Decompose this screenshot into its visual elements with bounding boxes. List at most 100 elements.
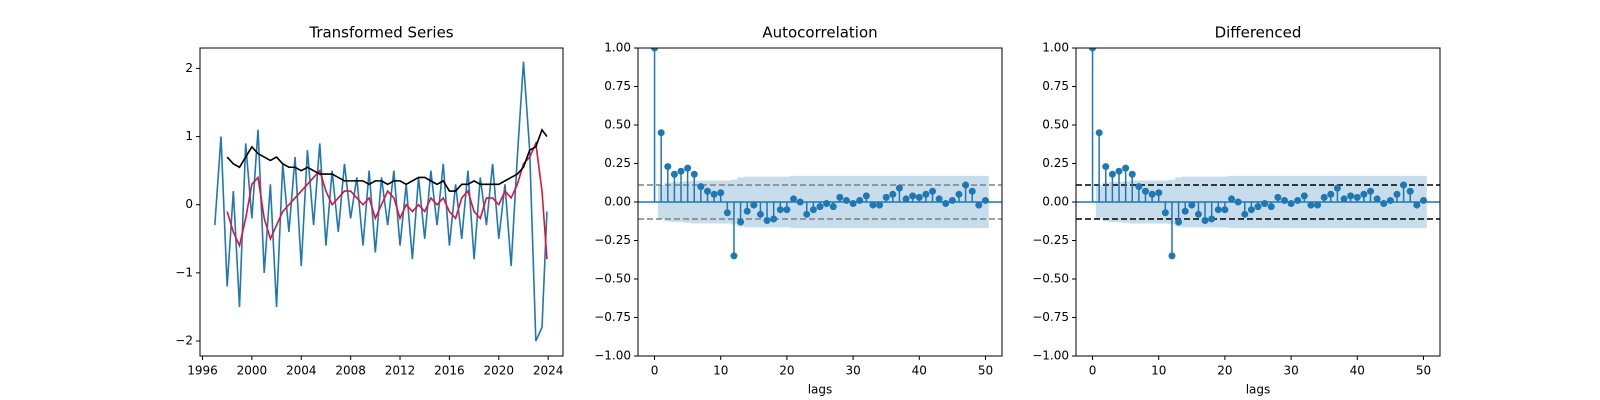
- stem-marker: [909, 192, 917, 200]
- x-tick-label: 50: [978, 364, 993, 378]
- y-tick-label: 0.75: [1042, 79, 1069, 93]
- y-tick-label: −2: [175, 334, 193, 348]
- x-tick-label: 30: [845, 364, 860, 378]
- stem-marker: [829, 203, 837, 211]
- y-tick-label: 0.25: [1042, 156, 1069, 170]
- stem-marker: [717, 189, 725, 197]
- y-tick-label: −0.25: [1032, 233, 1069, 247]
- stem-marker: [1419, 196, 1427, 204]
- stem-marker: [1254, 203, 1262, 211]
- y-tick-label: 2: [185, 61, 193, 75]
- axes-frame: [199, 47, 564, 357]
- stem-marker: [1340, 195, 1348, 203]
- stem-marker: [823, 200, 831, 208]
- stem-marker: [1320, 193, 1328, 201]
- stem-marker: [876, 201, 884, 209]
- plot-area: [638, 48, 1002, 260]
- stem-marker: [776, 206, 784, 214]
- stem-marker: [1280, 196, 1288, 204]
- stem-marker: [1122, 164, 1130, 172]
- stem-marker: [1115, 167, 1123, 175]
- stem-marker: [981, 196, 989, 204]
- x-tick-label: 0: [1089, 364, 1097, 378]
- stem-marker: [968, 187, 976, 195]
- stem-marker: [849, 200, 857, 208]
- stem-marker: [730, 252, 738, 260]
- stem-marker: [935, 195, 943, 203]
- x-tick-label: 2024: [533, 364, 564, 378]
- stem-marker: [1347, 192, 1355, 200]
- x-tick-label: 2004: [286, 364, 317, 378]
- stem-marker: [1314, 201, 1322, 209]
- stem-marker: [1333, 184, 1341, 192]
- stem-marker: [1373, 195, 1381, 203]
- stem-marker: [750, 201, 758, 209]
- stem-marker: [684, 164, 692, 172]
- stem-marker: [697, 183, 705, 191]
- chart-title: Transformed Series: [308, 24, 453, 42]
- x-tick-label: 20: [1217, 364, 1232, 378]
- y-tick-label: 1.00: [604, 41, 631, 55]
- x-tick-label: 10: [713, 364, 728, 378]
- stem-marker: [1141, 187, 1149, 195]
- stem-marker: [1393, 190, 1401, 198]
- stem-marker: [1201, 216, 1209, 224]
- y-tick-label: 0.25: [604, 156, 631, 170]
- stem-marker: [842, 196, 850, 204]
- stem-marker: [1241, 210, 1249, 218]
- stem-marker: [889, 190, 897, 198]
- series-line: [214, 61, 548, 342]
- y-tick-label: −0.25: [594, 233, 631, 247]
- stem-marker: [975, 201, 983, 209]
- stem-marker: [790, 195, 798, 203]
- x-tick-label: 2012: [385, 364, 416, 378]
- stem-marker: [1307, 201, 1315, 209]
- stem-marker: [763, 216, 771, 224]
- stem-marker: [1413, 201, 1421, 209]
- stem-marker: [1089, 48, 1097, 52]
- stem-marker: [1287, 200, 1295, 208]
- stem-marker: [737, 218, 745, 226]
- stem-marker: [1155, 189, 1163, 197]
- stem-marker: [1128, 170, 1136, 178]
- stem-marker: [1367, 187, 1375, 195]
- stem-marker: [1353, 193, 1361, 201]
- y-tick-label: −1.00: [594, 349, 631, 363]
- chart-title: Differenced: [1215, 24, 1302, 42]
- stem-marker: [783, 206, 791, 214]
- y-tick-label: 0.50: [1042, 118, 1069, 132]
- x-tick-label: 2000: [237, 364, 268, 378]
- stem-marker: [723, 209, 731, 217]
- stem-marker: [1400, 181, 1408, 189]
- y-tick-label: −0.50: [1032, 272, 1069, 286]
- stem-marker: [915, 193, 923, 201]
- stem-marker: [1181, 207, 1189, 215]
- x-axis-label: lags: [808, 383, 833, 397]
- stem-marker: [670, 170, 678, 178]
- plot-area: [1076, 48, 1440, 260]
- x-tick-label: 2020: [484, 364, 515, 378]
- axes-frame: [1075, 47, 1441, 357]
- y-tick-label: −0.75: [1032, 310, 1069, 324]
- y-tick-label: 0.75: [604, 79, 631, 93]
- plot-area: [214, 61, 548, 342]
- series-line: [226, 128, 548, 192]
- x-tick-label: 2008: [335, 364, 366, 378]
- y-tick-label: 1.00: [1042, 41, 1069, 55]
- stem-marker: [690, 170, 698, 178]
- stem-marker: [1221, 206, 1229, 214]
- stem-marker: [869, 201, 877, 209]
- stem-marker: [1406, 187, 1414, 195]
- stem-marker: [929, 187, 937, 195]
- stem-marker: [677, 167, 685, 175]
- stem-marker: [1386, 196, 1394, 204]
- y-tick-label: 0.50: [604, 118, 631, 132]
- stem-marker: [948, 196, 956, 204]
- x-tick-label: 2016: [434, 364, 465, 378]
- x-axis-label: lags: [1246, 383, 1271, 397]
- y-tick-label: 0: [185, 197, 193, 211]
- stem-marker: [862, 192, 870, 200]
- stem-marker: [922, 190, 930, 198]
- stem-marker: [1261, 200, 1269, 208]
